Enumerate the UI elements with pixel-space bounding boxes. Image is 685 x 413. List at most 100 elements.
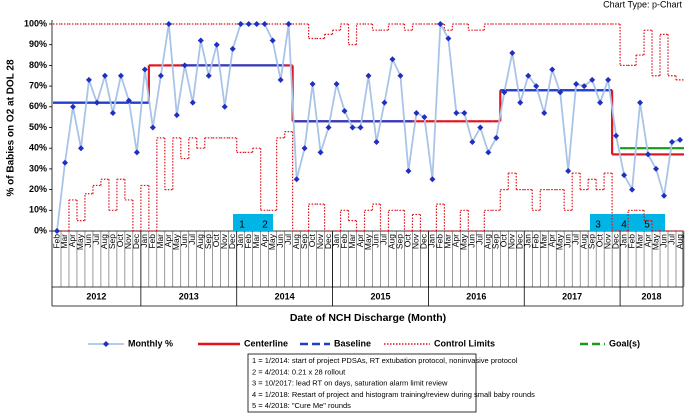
monthly-point xyxy=(349,124,356,131)
monthly-point xyxy=(341,107,348,114)
monthly-point xyxy=(509,49,516,56)
monthly-point xyxy=(317,149,324,156)
monthly-point xyxy=(661,192,668,199)
x-tick-label: Apr xyxy=(642,234,652,247)
x-tick-label: Nov xyxy=(315,233,325,249)
phase-box xyxy=(233,214,273,231)
y-tick-label: 30% xyxy=(29,163,47,173)
monthly-point xyxy=(245,21,252,27)
x-tick-label: Aug xyxy=(674,234,684,249)
monthly-point xyxy=(61,159,68,166)
monthly-point xyxy=(621,172,628,179)
monthly-point xyxy=(557,89,564,96)
monthly-point xyxy=(541,110,548,117)
x-tick-label: Feb xyxy=(51,234,61,249)
x-tick-label: Jul xyxy=(91,234,101,245)
monthly-point xyxy=(653,165,660,172)
monthly-point xyxy=(493,134,500,141)
monthly-point xyxy=(117,72,124,79)
year-label: 2015 xyxy=(370,291,390,301)
monthly-point xyxy=(461,110,468,117)
monthly-point xyxy=(285,21,292,27)
monthly-point xyxy=(301,145,308,152)
legend-label: Baseline xyxy=(334,338,371,348)
x-tick-label: Sep xyxy=(586,234,596,249)
x-tick-label: Feb xyxy=(243,234,253,249)
monthly-point xyxy=(629,186,636,193)
year-label: 2012 xyxy=(86,291,106,301)
x-tick-label: Feb xyxy=(435,234,445,249)
phase-marker: 1 xyxy=(239,220,245,231)
monthly-point xyxy=(77,145,84,152)
year-label: 2016 xyxy=(466,291,486,301)
x-tick-label: Nov xyxy=(602,233,612,249)
monthly-point xyxy=(453,110,460,117)
monthly-point xyxy=(381,99,388,106)
monthly-point xyxy=(101,72,108,79)
x-tick-label: Dec xyxy=(227,233,237,249)
x-tick-label: May xyxy=(267,233,277,250)
x-tick-label: Jul xyxy=(570,234,580,245)
x-tick-label: Dec xyxy=(323,233,333,249)
x-tick-label: Nov xyxy=(411,233,421,249)
x-tick-label: May xyxy=(554,233,564,250)
monthly-point xyxy=(133,149,140,156)
legend-label: Monthly % xyxy=(128,338,173,348)
x-tick-label: Oct xyxy=(403,233,413,247)
monthly-point xyxy=(589,76,596,83)
x-tick-label: Dec xyxy=(131,233,141,249)
x-tick-label: Jan xyxy=(427,234,437,248)
x-tick-label: May xyxy=(75,233,85,250)
x-tick-label: Sep xyxy=(203,234,213,249)
x-tick-label: Aug xyxy=(387,234,397,249)
x-tick-label: Aug xyxy=(195,234,205,249)
x-tick-label: Oct xyxy=(594,233,604,247)
y-tick-label: 10% xyxy=(29,205,47,215)
x-tick-label: Jun xyxy=(467,234,477,248)
x-tick-label: Jun xyxy=(83,234,93,248)
monthly-point xyxy=(141,66,148,73)
y-tick-label: 0% xyxy=(34,225,47,235)
note: 5 = 4/2018: "Cure Me" rounds xyxy=(252,401,351,410)
x-tick-label: Apr xyxy=(163,234,173,247)
x-tick-label: Jul xyxy=(187,234,197,245)
x-tick-label: Jan xyxy=(522,234,532,248)
x-tick-label: Mar xyxy=(59,234,69,249)
chart-type: Chart Type: p-Chart xyxy=(603,0,682,9)
x-tick-label: Apr xyxy=(546,234,556,247)
x-tick-label: Jan xyxy=(618,234,628,248)
monthly-point xyxy=(597,99,604,106)
note: 4 = 1/2018: Restart of project and histo… xyxy=(252,390,535,399)
x-tick-label: Jun xyxy=(562,234,572,248)
x-tick-label: Nov xyxy=(507,233,517,249)
monthly-point xyxy=(293,176,300,183)
x-tick-label: Oct xyxy=(307,233,317,247)
x-tick-label: Aug xyxy=(99,234,109,249)
monthly-point xyxy=(573,81,580,88)
monthly-point xyxy=(157,72,164,79)
monthly-point xyxy=(221,103,228,110)
x-tick-label: Jan xyxy=(235,234,245,248)
monthly-point xyxy=(389,56,396,63)
x-tick-label: Sep xyxy=(107,234,117,249)
x-tick-label: May xyxy=(459,233,469,250)
x-tick-label: Oct xyxy=(115,233,125,247)
monthly-point xyxy=(229,45,236,52)
phase-marker: 5 xyxy=(644,220,650,231)
monthly-point xyxy=(549,66,556,73)
legend-label: Goal(s) xyxy=(609,338,640,348)
x-tick-label: Jun xyxy=(658,234,668,248)
monthly-point xyxy=(85,76,92,83)
legend-swatch xyxy=(103,341,109,347)
x-tick-label: May xyxy=(363,233,373,250)
monthly-point xyxy=(109,110,116,117)
y-tick-label: 50% xyxy=(29,122,47,132)
monthly-point xyxy=(413,110,420,117)
x-tick-label: Apr xyxy=(355,234,365,247)
x-tick-label: Mar xyxy=(347,234,357,249)
x-tick-label: Sep xyxy=(491,234,501,249)
x-tick-label: Feb xyxy=(530,234,540,249)
monthly-point xyxy=(485,149,492,156)
x-tick-label: Mar xyxy=(155,234,165,249)
legend-label: Centerline xyxy=(244,338,288,348)
